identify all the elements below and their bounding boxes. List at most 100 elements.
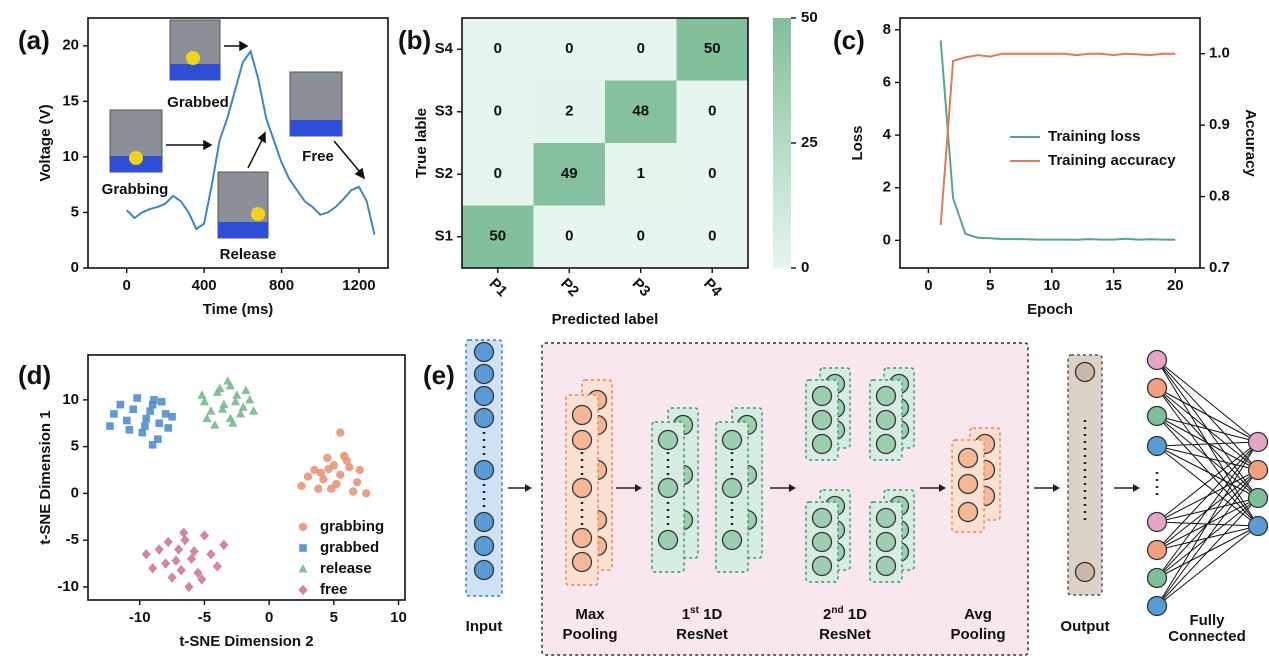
legend-label: free	[320, 581, 348, 598]
x-tick-label: 20	[1167, 277, 1184, 294]
node	[875, 409, 897, 431]
connection	[1156, 441, 1259, 579]
node	[571, 527, 593, 549]
node	[1146, 539, 1168, 561]
point	[199, 530, 210, 541]
y-tick-label: -5	[66, 531, 79, 548]
y-tick-label: 4	[883, 126, 892, 143]
connection	[1156, 445, 1259, 471]
label-part: 1	[682, 606, 690, 623]
cell-label: 48	[632, 103, 649, 120]
diagram-label: Output	[1060, 618, 1109, 635]
x-tick-label: 0	[265, 609, 273, 626]
cell-label: 0	[565, 228, 573, 245]
node	[473, 511, 495, 533]
legend-label: Training loss	[1048, 128, 1141, 145]
point	[110, 410, 118, 418]
cell-label: 0	[637, 228, 645, 245]
point	[245, 394, 255, 404]
x-tick-label: 1200	[342, 277, 375, 294]
panel-label: (a)	[18, 25, 50, 55]
node	[875, 531, 897, 553]
point	[352, 477, 362, 487]
connection	[1156, 441, 1259, 447]
heatmap-cell	[462, 18, 534, 81]
panel-label: (e)	[423, 360, 455, 390]
x-tick-label: 800	[269, 277, 294, 294]
point	[238, 402, 248, 411]
node	[957, 501, 979, 523]
node	[721, 429, 743, 451]
colorbar	[773, 18, 791, 268]
point	[249, 406, 259, 415]
node	[473, 363, 495, 385]
point	[225, 380, 235, 390]
connection	[1156, 415, 1259, 527]
node	[1146, 511, 1168, 533]
plot-frame	[87, 354, 406, 601]
diagram-label: Avg	[964, 606, 992, 623]
point	[167, 572, 177, 583]
point	[189, 546, 199, 557]
x-tick-label: P2	[557, 275, 582, 300]
arrows	[166, 40, 366, 180]
legend-label: release	[320, 560, 372, 577]
connection	[1156, 445, 1259, 527]
point	[164, 424, 173, 432]
y-tick-label: -10	[57, 578, 79, 595]
y2-tick-label: 0.8	[1209, 188, 1230, 205]
photo-base	[218, 222, 268, 238]
node	[473, 385, 495, 407]
x-axis-label: Predicted label	[552, 311, 659, 328]
x-tick-label: P3	[629, 275, 654, 300]
point	[154, 544, 164, 555]
point	[186, 553, 197, 565]
point	[310, 465, 319, 475]
x-tick-label: -10	[129, 609, 151, 626]
panel-label: (c)	[833, 25, 865, 55]
x-axis-label: Time (ms)	[203, 301, 274, 318]
y-axis-label: Loss	[849, 125, 866, 160]
y-axis-label: Voltage (V)	[37, 104, 54, 181]
point	[219, 539, 229, 551]
y-tick-label: 20	[62, 37, 79, 54]
heatmap-cell	[533, 143, 605, 206]
point	[202, 413, 212, 423]
cell-label: 0	[494, 165, 502, 182]
node	[1074, 561, 1096, 583]
node	[875, 507, 897, 529]
cell-label: 50	[489, 228, 506, 245]
node	[1146, 349, 1168, 371]
heatmap-cell	[462, 205, 534, 268]
node	[473, 559, 495, 581]
y-tick-label: 5	[71, 438, 79, 455]
point	[336, 470, 345, 479]
cell-label: 0	[708, 103, 716, 120]
y-tick-label: S1	[435, 228, 453, 245]
node	[811, 555, 833, 577]
node	[1247, 515, 1269, 537]
heatmap-cell	[462, 80, 534, 143]
cell-label: 50	[704, 40, 721, 57]
x-tick-label: -5	[198, 609, 211, 626]
cell-label: 0	[494, 103, 502, 120]
node	[1247, 459, 1269, 481]
cell-label: 49	[561, 165, 578, 182]
ball	[129, 151, 143, 165]
node	[811, 433, 833, 455]
node	[875, 433, 897, 455]
cell-label: 0	[494, 40, 502, 57]
point	[210, 420, 220, 429]
plot-frame	[899, 17, 1201, 269]
plot-frame	[461, 17, 749, 269]
cell-label: 0	[565, 40, 573, 57]
point	[116, 400, 125, 409]
y-tick-label: 0	[71, 259, 79, 276]
node	[875, 555, 897, 577]
point	[349, 487, 358, 496]
point	[193, 567, 203, 579]
panel-label: (b)	[398, 25, 431, 55]
photo-base	[290, 120, 342, 136]
point	[180, 534, 190, 546]
node	[571, 429, 593, 451]
